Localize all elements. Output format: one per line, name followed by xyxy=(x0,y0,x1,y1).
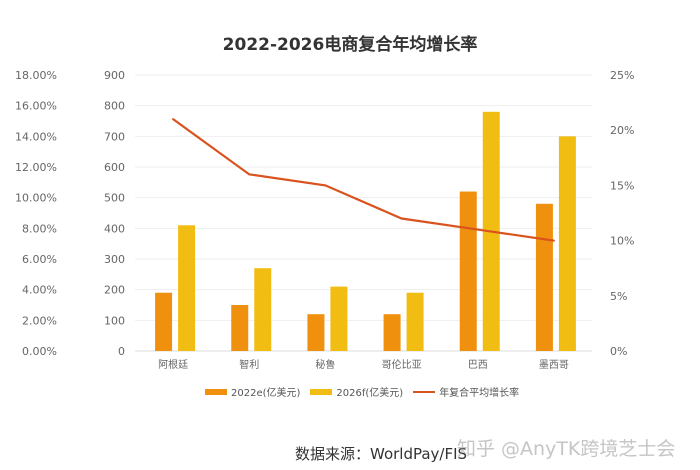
legend-label: 2022e(亿美元) xyxy=(231,388,301,399)
legend-item-2022: 2022e(亿美元) xyxy=(205,384,300,399)
y-right-tick-label: 15% xyxy=(610,179,634,192)
x-tick-label: 秘鲁 xyxy=(315,358,335,371)
cagr-point xyxy=(172,118,175,121)
y-left-tick-label: 900 xyxy=(104,69,125,82)
chart-title: 2022-2026电商复合年均增长率 xyxy=(222,35,478,55)
y-right-tick-label: 0% xyxy=(610,345,627,358)
bar-2022 xyxy=(383,314,401,351)
y-outer-tick-label: 6.00% xyxy=(22,253,57,266)
source-note: 数据来源：WorldPay/FIS xyxy=(295,445,468,463)
y-right-tick-label: 10% xyxy=(610,235,634,248)
bar-2022 xyxy=(535,203,553,351)
x-tick-label: 巴西 xyxy=(468,359,488,371)
cagr-point xyxy=(248,173,251,176)
y-outer-tick-label: 4.00% xyxy=(22,284,57,297)
y-outer-tick-label: 10.00% xyxy=(15,192,57,205)
legend-swatch xyxy=(310,388,333,395)
cagr-point xyxy=(552,239,555,242)
cagr-line xyxy=(172,118,555,242)
x-tick-label: 阿根廷 xyxy=(158,358,188,371)
y-outer-tick-label: 0.00% xyxy=(22,345,57,358)
bar-2022 xyxy=(231,305,249,351)
bar-2026 xyxy=(406,292,424,351)
y-left-tick-label: 600 xyxy=(104,161,125,174)
bar-2022 xyxy=(459,191,477,351)
y-left-tick-label: 500 xyxy=(104,192,125,205)
legend-swatch xyxy=(413,390,436,393)
bar-2026 xyxy=(330,286,348,351)
y-left-tick-label: 700 xyxy=(104,130,125,143)
y-left-tick-label: 800 xyxy=(104,100,125,113)
y-left-tick-label: 100 xyxy=(104,314,125,327)
bar-2026 xyxy=(558,136,576,351)
y-outer-tick-label: 8.00% xyxy=(22,222,57,235)
x-tick-label: 智利 xyxy=(239,358,259,371)
y-outer-tick-label: 18.00% xyxy=(15,69,57,82)
legend-item-cagr: 年复合平均增长率 xyxy=(413,384,519,399)
legend-swatch xyxy=(205,388,227,395)
bar-2022 xyxy=(307,314,325,351)
y-left-tick-label: 0 xyxy=(118,345,125,358)
y-left-tick-label: 400 xyxy=(104,222,125,235)
bar-2026 xyxy=(254,268,272,351)
legend-label: 2026f(亿美元) xyxy=(336,388,404,399)
cagr-point xyxy=(324,184,327,187)
legend-item-2026: 2026f(亿美元) xyxy=(310,384,403,399)
x-tick-label: 墨西哥 xyxy=(539,359,569,371)
y-outer-tick-label: 12.00% xyxy=(15,161,57,174)
legend: 2022e(亿美元) 2026f(亿美元) 年复合平均增长率 xyxy=(205,384,519,399)
x-tick-label: 哥伦比亚 xyxy=(382,358,422,371)
y-outer-tick-label: 2.00% xyxy=(22,314,57,327)
bar-2026 xyxy=(178,225,196,351)
watermark: 知乎 @AnyTK跨境芝士会 xyxy=(457,438,676,460)
y-right-tick-label: 5% xyxy=(610,290,627,303)
y-outer-tick-label: 14.00% xyxy=(15,130,57,143)
y-outer-tick-label: 16.00% xyxy=(15,100,57,113)
y-left-tick-label: 200 xyxy=(104,284,125,297)
cagr-point xyxy=(400,217,403,220)
legend-label: 年复合平均增长率 xyxy=(439,388,520,399)
y-left-tick-label: 300 xyxy=(104,253,125,266)
y-right-tick-label: 20% xyxy=(610,124,634,137)
y-right-tick-label: 25% xyxy=(610,69,634,82)
bar-2022 xyxy=(155,292,173,351)
cagr-point xyxy=(476,228,479,231)
